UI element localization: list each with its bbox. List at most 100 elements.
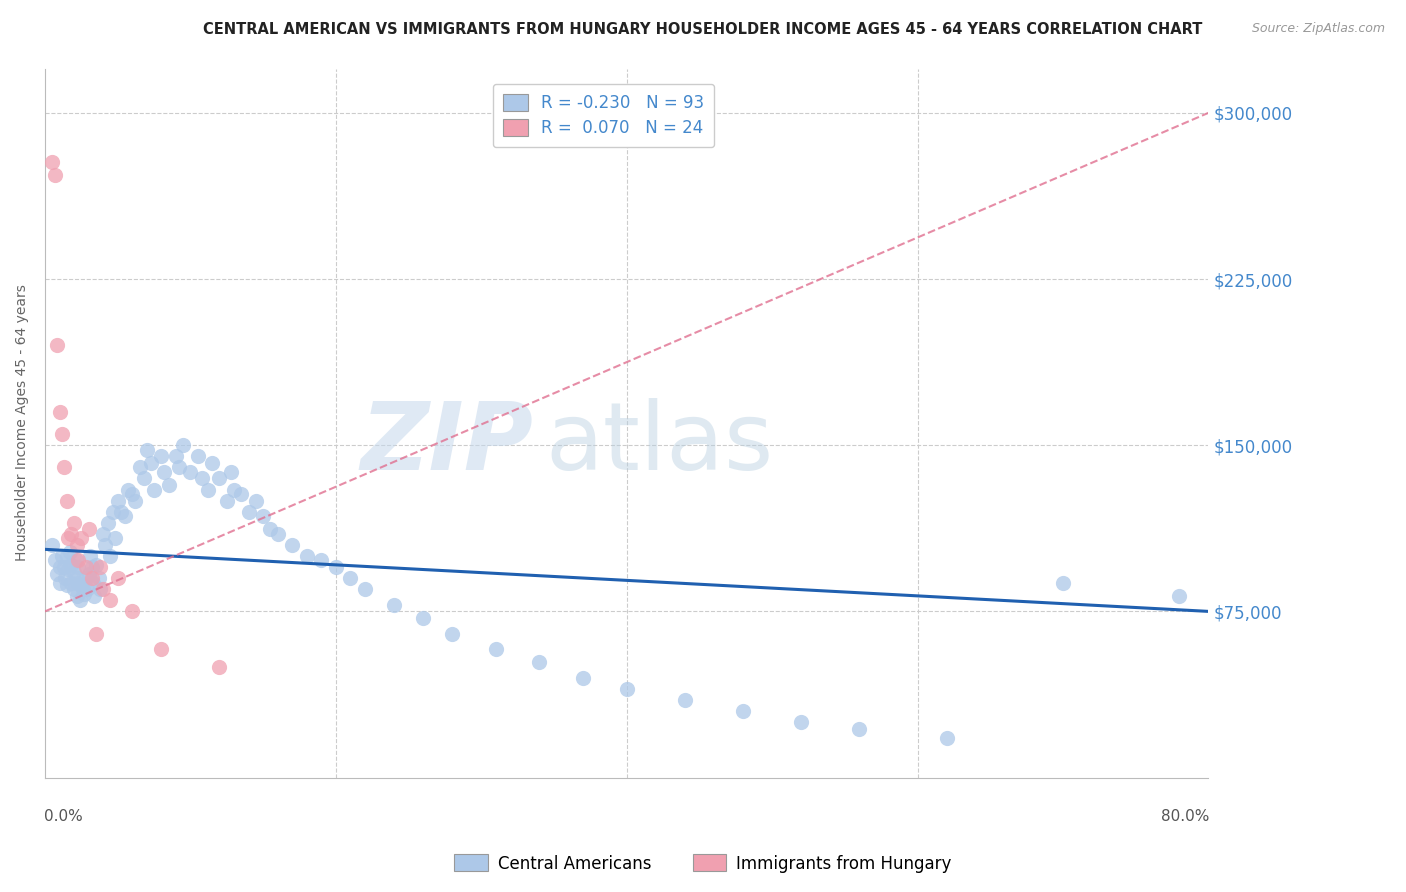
Point	[107, 571, 129, 585]
Text: atlas: atlas	[546, 399, 773, 491]
Point	[87, 571, 110, 585]
Point	[60, 526, 83, 541]
Point	[67, 560, 90, 574]
Point	[65, 553, 87, 567]
Text: CENTRAL AMERICAN VS IMMIGRANTS FROM HUNGARY HOUSEHOLDER INCOME AGES 45 - 64 YEAR: CENTRAL AMERICAN VS IMMIGRANTS FROM HUNG…	[204, 22, 1202, 37]
Point	[80, 571, 103, 585]
Point	[48, 405, 70, 419]
Text: ZIP: ZIP	[361, 399, 534, 491]
Legend: Central Americans, Immigrants from Hungary: Central Americans, Immigrants from Hunga…	[447, 847, 959, 880]
Point	[325, 560, 347, 574]
Point	[91, 526, 114, 541]
Point	[70, 578, 93, 592]
Point	[191, 471, 214, 485]
Point	[339, 571, 361, 585]
Point	[67, 553, 90, 567]
Point	[82, 575, 104, 590]
Point	[165, 450, 187, 464]
Point	[259, 523, 281, 537]
Point	[96, 516, 118, 530]
Point	[83, 589, 105, 603]
Point	[935, 731, 957, 745]
Point	[48, 560, 70, 574]
Point	[63, 516, 86, 530]
Point	[100, 549, 122, 563]
Point	[103, 505, 125, 519]
Point	[197, 483, 219, 497]
Point	[731, 704, 754, 718]
Point	[110, 505, 132, 519]
Point	[231, 487, 253, 501]
Point	[60, 575, 83, 590]
Point	[69, 593, 91, 607]
Point	[66, 538, 89, 552]
Text: 0.0%: 0.0%	[44, 809, 83, 824]
Point	[79, 549, 101, 563]
Point	[58, 562, 80, 576]
Point	[77, 566, 100, 581]
Point	[45, 338, 67, 352]
Text: Source: ZipAtlas.com: Source: ZipAtlas.com	[1251, 22, 1385, 36]
Point	[281, 538, 304, 552]
Point	[84, 626, 107, 640]
Point	[56, 549, 79, 563]
Point	[63, 582, 86, 597]
Point	[208, 471, 231, 485]
Point	[201, 456, 224, 470]
Point	[104, 531, 127, 545]
Point	[66, 571, 89, 585]
Point	[70, 531, 93, 545]
Point	[73, 587, 96, 601]
Point	[89, 582, 111, 597]
Point	[121, 487, 143, 501]
Point	[150, 642, 173, 657]
Point	[132, 471, 155, 485]
Point	[100, 593, 122, 607]
Point	[107, 493, 129, 508]
Point	[45, 566, 67, 581]
Point	[56, 493, 79, 508]
Point	[139, 456, 162, 470]
Legend: R = -0.230   N = 93, R =  0.070   N = 24: R = -0.230 N = 93, R = 0.070 N = 24	[492, 84, 714, 147]
Point	[93, 538, 115, 552]
Point	[1168, 589, 1191, 603]
Point	[72, 582, 94, 597]
Point	[266, 526, 288, 541]
Point	[60, 558, 83, 572]
Point	[58, 531, 80, 545]
Point	[238, 505, 260, 519]
Point	[187, 450, 209, 464]
Point	[89, 560, 111, 574]
Point	[76, 582, 98, 597]
Point	[616, 681, 638, 696]
Point	[215, 493, 238, 508]
Point	[117, 483, 139, 497]
Point	[51, 549, 73, 563]
Point	[52, 460, 75, 475]
Point	[56, 578, 79, 592]
Point	[354, 582, 377, 597]
Point	[124, 493, 146, 508]
Point	[121, 604, 143, 618]
Point	[128, 460, 150, 475]
Point	[53, 571, 76, 585]
Point	[485, 642, 508, 657]
Point	[172, 438, 194, 452]
Point	[63, 565, 86, 579]
Point	[135, 442, 157, 457]
Point	[77, 523, 100, 537]
Point	[44, 553, 66, 567]
Point	[80, 560, 103, 574]
Point	[441, 626, 464, 640]
Point	[311, 553, 333, 567]
Y-axis label: Householder Income Ages 45 - 64 years: Householder Income Ages 45 - 64 years	[15, 285, 30, 561]
Point	[167, 460, 190, 475]
Point	[572, 671, 595, 685]
Point	[222, 483, 245, 497]
Text: 80.0%: 80.0%	[1161, 809, 1209, 824]
Point	[153, 465, 176, 479]
Point	[75, 560, 97, 574]
Point	[673, 693, 696, 707]
Point	[59, 544, 82, 558]
Point	[1052, 575, 1074, 590]
